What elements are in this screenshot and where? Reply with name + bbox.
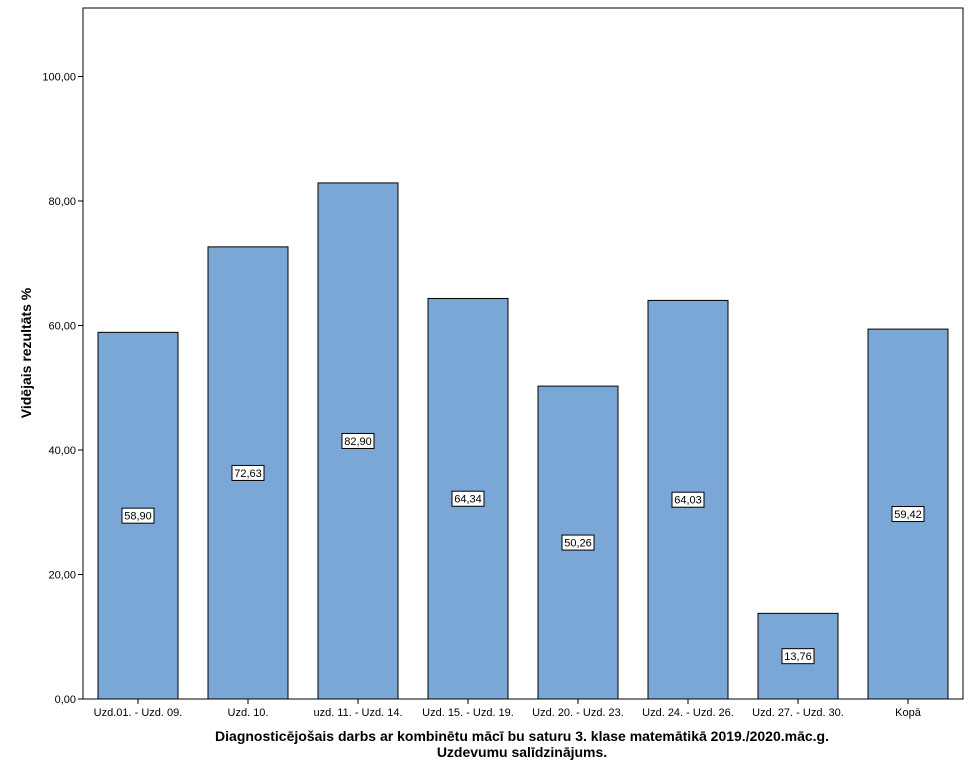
bar <box>757 612 839 700</box>
x-axis: Uzd.01. - Uzd. 09. Uzd. 10. uzd. 11. - Uzd… <box>94 699 922 719</box>
y-axis-title: Vidējais rezultāts % <box>18 287 34 418</box>
y-tick-label: 0,00 <box>55 694 76 706</box>
data-label-box <box>781 648 815 665</box>
x-tick-label: uzd. 11. - Uzd. 14. <box>313 707 402 719</box>
data-label: 72,63 <box>234 468 262 480</box>
data-label-box <box>891 506 925 523</box>
x-tick-label: Uzd. 24. - Uzd. 26. <box>642 707 734 719</box>
x-tick-label: Uzd. 20. - Uzd. 23. <box>532 707 624 719</box>
x-tick-label: Uzd. 15. - Uzd. 19. <box>422 707 514 719</box>
bars: 58,90 72,63 82,90 64,34 50,26 64,03 13,76 59,42 <box>97 182 949 700</box>
x-tick-label: Kopā <box>895 707 922 719</box>
data-label-box <box>451 490 485 507</box>
data-label: 64,03 <box>674 495 702 507</box>
y-tick-label: 100,00 <box>42 71 76 83</box>
data-label: 50,26 <box>564 538 592 550</box>
y-tick-label: 80,00 <box>48 196 76 208</box>
data-label-box <box>671 491 705 508</box>
x-axis-title: Diagnosticējošais darbs ar kombinētu māc… <box>215 728 829 744</box>
y-tick-label: 60,00 <box>48 320 76 332</box>
x-tick-label: Uzd. 27. - Uzd. 30. <box>752 707 844 719</box>
data-label-box <box>121 507 155 524</box>
y-axis: 0,00 20,00 40,00 60,00 80,00 100,00 <box>42 71 83 706</box>
data-label: 13,76 <box>784 651 812 663</box>
data-label-box <box>231 464 265 481</box>
x-tick-label: Uzd.01. - Uzd. 09. <box>94 707 183 719</box>
y-tick-label: 20,00 <box>48 569 76 581</box>
data-label: 58,90 <box>124 511 152 523</box>
data-label: 82,90 <box>344 436 372 448</box>
x-tick-label: Uzd. 10. <box>228 707 269 719</box>
data-label-box <box>341 432 375 449</box>
data-label: 64,34 <box>454 494 482 506</box>
y-tick-label: 40,00 <box>48 445 76 457</box>
data-label: 59,42 <box>894 509 922 521</box>
x-axis-title-line2: Uzdevumu salīdzinājums. <box>437 744 607 760</box>
data-label-box <box>561 534 595 551</box>
